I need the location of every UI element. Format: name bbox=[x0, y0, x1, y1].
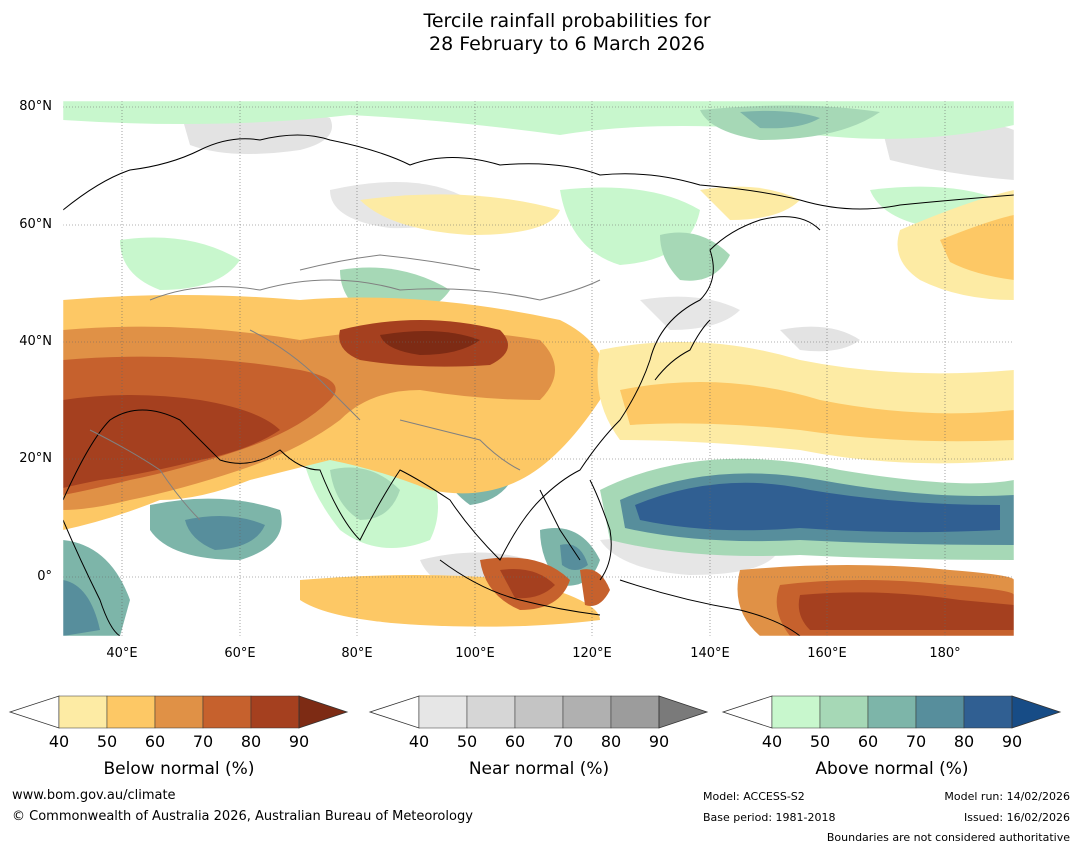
colorbar-below-swatch-5 bbox=[250, 695, 300, 729]
lat-label-80n: 80°N bbox=[19, 99, 52, 114]
colorbar-above-swatch-1 bbox=[771, 695, 821, 729]
lat-label-0: 0° bbox=[37, 569, 52, 584]
below-normal-title: Below normal (%) bbox=[103, 759, 255, 779]
near-tick-40: 40 bbox=[408, 732, 430, 751]
model-run-text: Model run: 14/02/2026 bbox=[944, 790, 1070, 803]
colorbar-above-swatch-4 bbox=[915, 695, 965, 729]
below-tick-70: 70 bbox=[192, 732, 214, 751]
chart-title: Tercile rainfall probabilities for 28 Fe… bbox=[0, 10, 1081, 56]
colorbar-below-max-arrow bbox=[298, 695, 349, 729]
above-tick-50: 50 bbox=[809, 732, 831, 751]
near-tick-60: 60 bbox=[504, 732, 526, 751]
lat-label-40n: 40°N bbox=[19, 334, 52, 349]
colorbar-near-max-arrow bbox=[658, 695, 709, 729]
above-tick-40: 40 bbox=[761, 732, 783, 751]
map-frame bbox=[62, 100, 1015, 637]
below-tick-60: 60 bbox=[144, 732, 166, 751]
above-tick-60: 60 bbox=[857, 732, 879, 751]
above-tick-90: 90 bbox=[1001, 732, 1023, 751]
colorbar-near-min-arrow bbox=[368, 695, 420, 729]
colorbar-above-swatch-2 bbox=[819, 695, 869, 729]
below-normal-layer bbox=[63, 186, 1014, 636]
lon-label-160e: 160°E bbox=[807, 646, 847, 661]
lat-label-60n: 60°N bbox=[19, 217, 52, 232]
colorbar-below-swatch-2 bbox=[106, 695, 156, 729]
colorbar-above-max-arrow bbox=[1011, 695, 1062, 729]
colorbar-above-swatch-3 bbox=[867, 695, 917, 729]
colorbar-below-swatch-4 bbox=[202, 695, 252, 729]
issued-text: Issued: 16/02/2026 bbox=[963, 811, 1070, 824]
near-tick-70: 70 bbox=[552, 732, 574, 751]
below-tick-80: 80 bbox=[240, 732, 262, 751]
colorbar-near-swatch-3 bbox=[514, 695, 564, 729]
below-tick-90: 90 bbox=[288, 732, 310, 751]
colorbar-above-min-arrow bbox=[721, 695, 773, 729]
graticule bbox=[63, 101, 1014, 636]
lon-label-100e: 100°E bbox=[455, 646, 495, 661]
probability-map bbox=[62, 100, 1015, 637]
colorbar-near-swatch-5 bbox=[610, 695, 660, 729]
colorbar-near-swatch-1 bbox=[418, 695, 468, 729]
website-link[interactable]: www.bom.gov.au/climate bbox=[12, 788, 176, 803]
lon-label-60e: 60°E bbox=[224, 646, 256, 661]
near-tick-50: 50 bbox=[456, 732, 478, 751]
model-text: Model: ACCESS-S2 bbox=[703, 790, 805, 803]
coastlines bbox=[63, 134, 1014, 636]
base-period-text: Base period: 1981-2018 bbox=[703, 811, 836, 824]
lon-label-120e: 120°E bbox=[572, 646, 612, 661]
near-tick-80: 80 bbox=[600, 732, 622, 751]
lon-label-80e: 80°E bbox=[341, 646, 373, 661]
country-borders bbox=[89, 254, 601, 521]
copyright-text: © Commonwealth of Australia 2026, Austra… bbox=[12, 809, 473, 824]
lon-label-40e: 40°E bbox=[106, 646, 138, 661]
colorbar-above-swatch-5 bbox=[963, 695, 1013, 729]
near-tick-90: 90 bbox=[648, 732, 670, 751]
below-tick-40: 40 bbox=[48, 732, 70, 751]
lon-label-140e: 140°E bbox=[690, 646, 730, 661]
above-tick-80: 80 bbox=[953, 732, 975, 751]
colorbar-near-swatch-4 bbox=[562, 695, 612, 729]
colorbar-near-normal bbox=[368, 695, 709, 729]
near-normal-title: Near normal (%) bbox=[468, 759, 610, 779]
lon-label-180: 180° bbox=[929, 646, 961, 661]
above-tick-70: 70 bbox=[905, 732, 927, 751]
lat-label-20n: 20°N bbox=[19, 451, 52, 466]
colorbar-near-swatch-2 bbox=[466, 695, 516, 729]
map-panel bbox=[63, 101, 1014, 636]
below-tick-50: 50 bbox=[96, 732, 118, 751]
colorbar-below-normal bbox=[8, 695, 349, 729]
colorbar-below-min-arrow bbox=[8, 695, 60, 729]
colorbar-below-swatch-1 bbox=[58, 695, 108, 729]
above-normal-title: Above normal (%) bbox=[815, 759, 969, 779]
colorbar-below-swatch-3 bbox=[154, 695, 204, 729]
boundaries-note: Boundaries are not considered authoritat… bbox=[826, 831, 1070, 844]
title-line-1: Tercile rainfall probabilities for bbox=[423, 10, 711, 32]
title-line-2: 28 February to 6 March 2026 bbox=[428, 33, 705, 55]
colorbar-above-normal bbox=[721, 695, 1062, 729]
